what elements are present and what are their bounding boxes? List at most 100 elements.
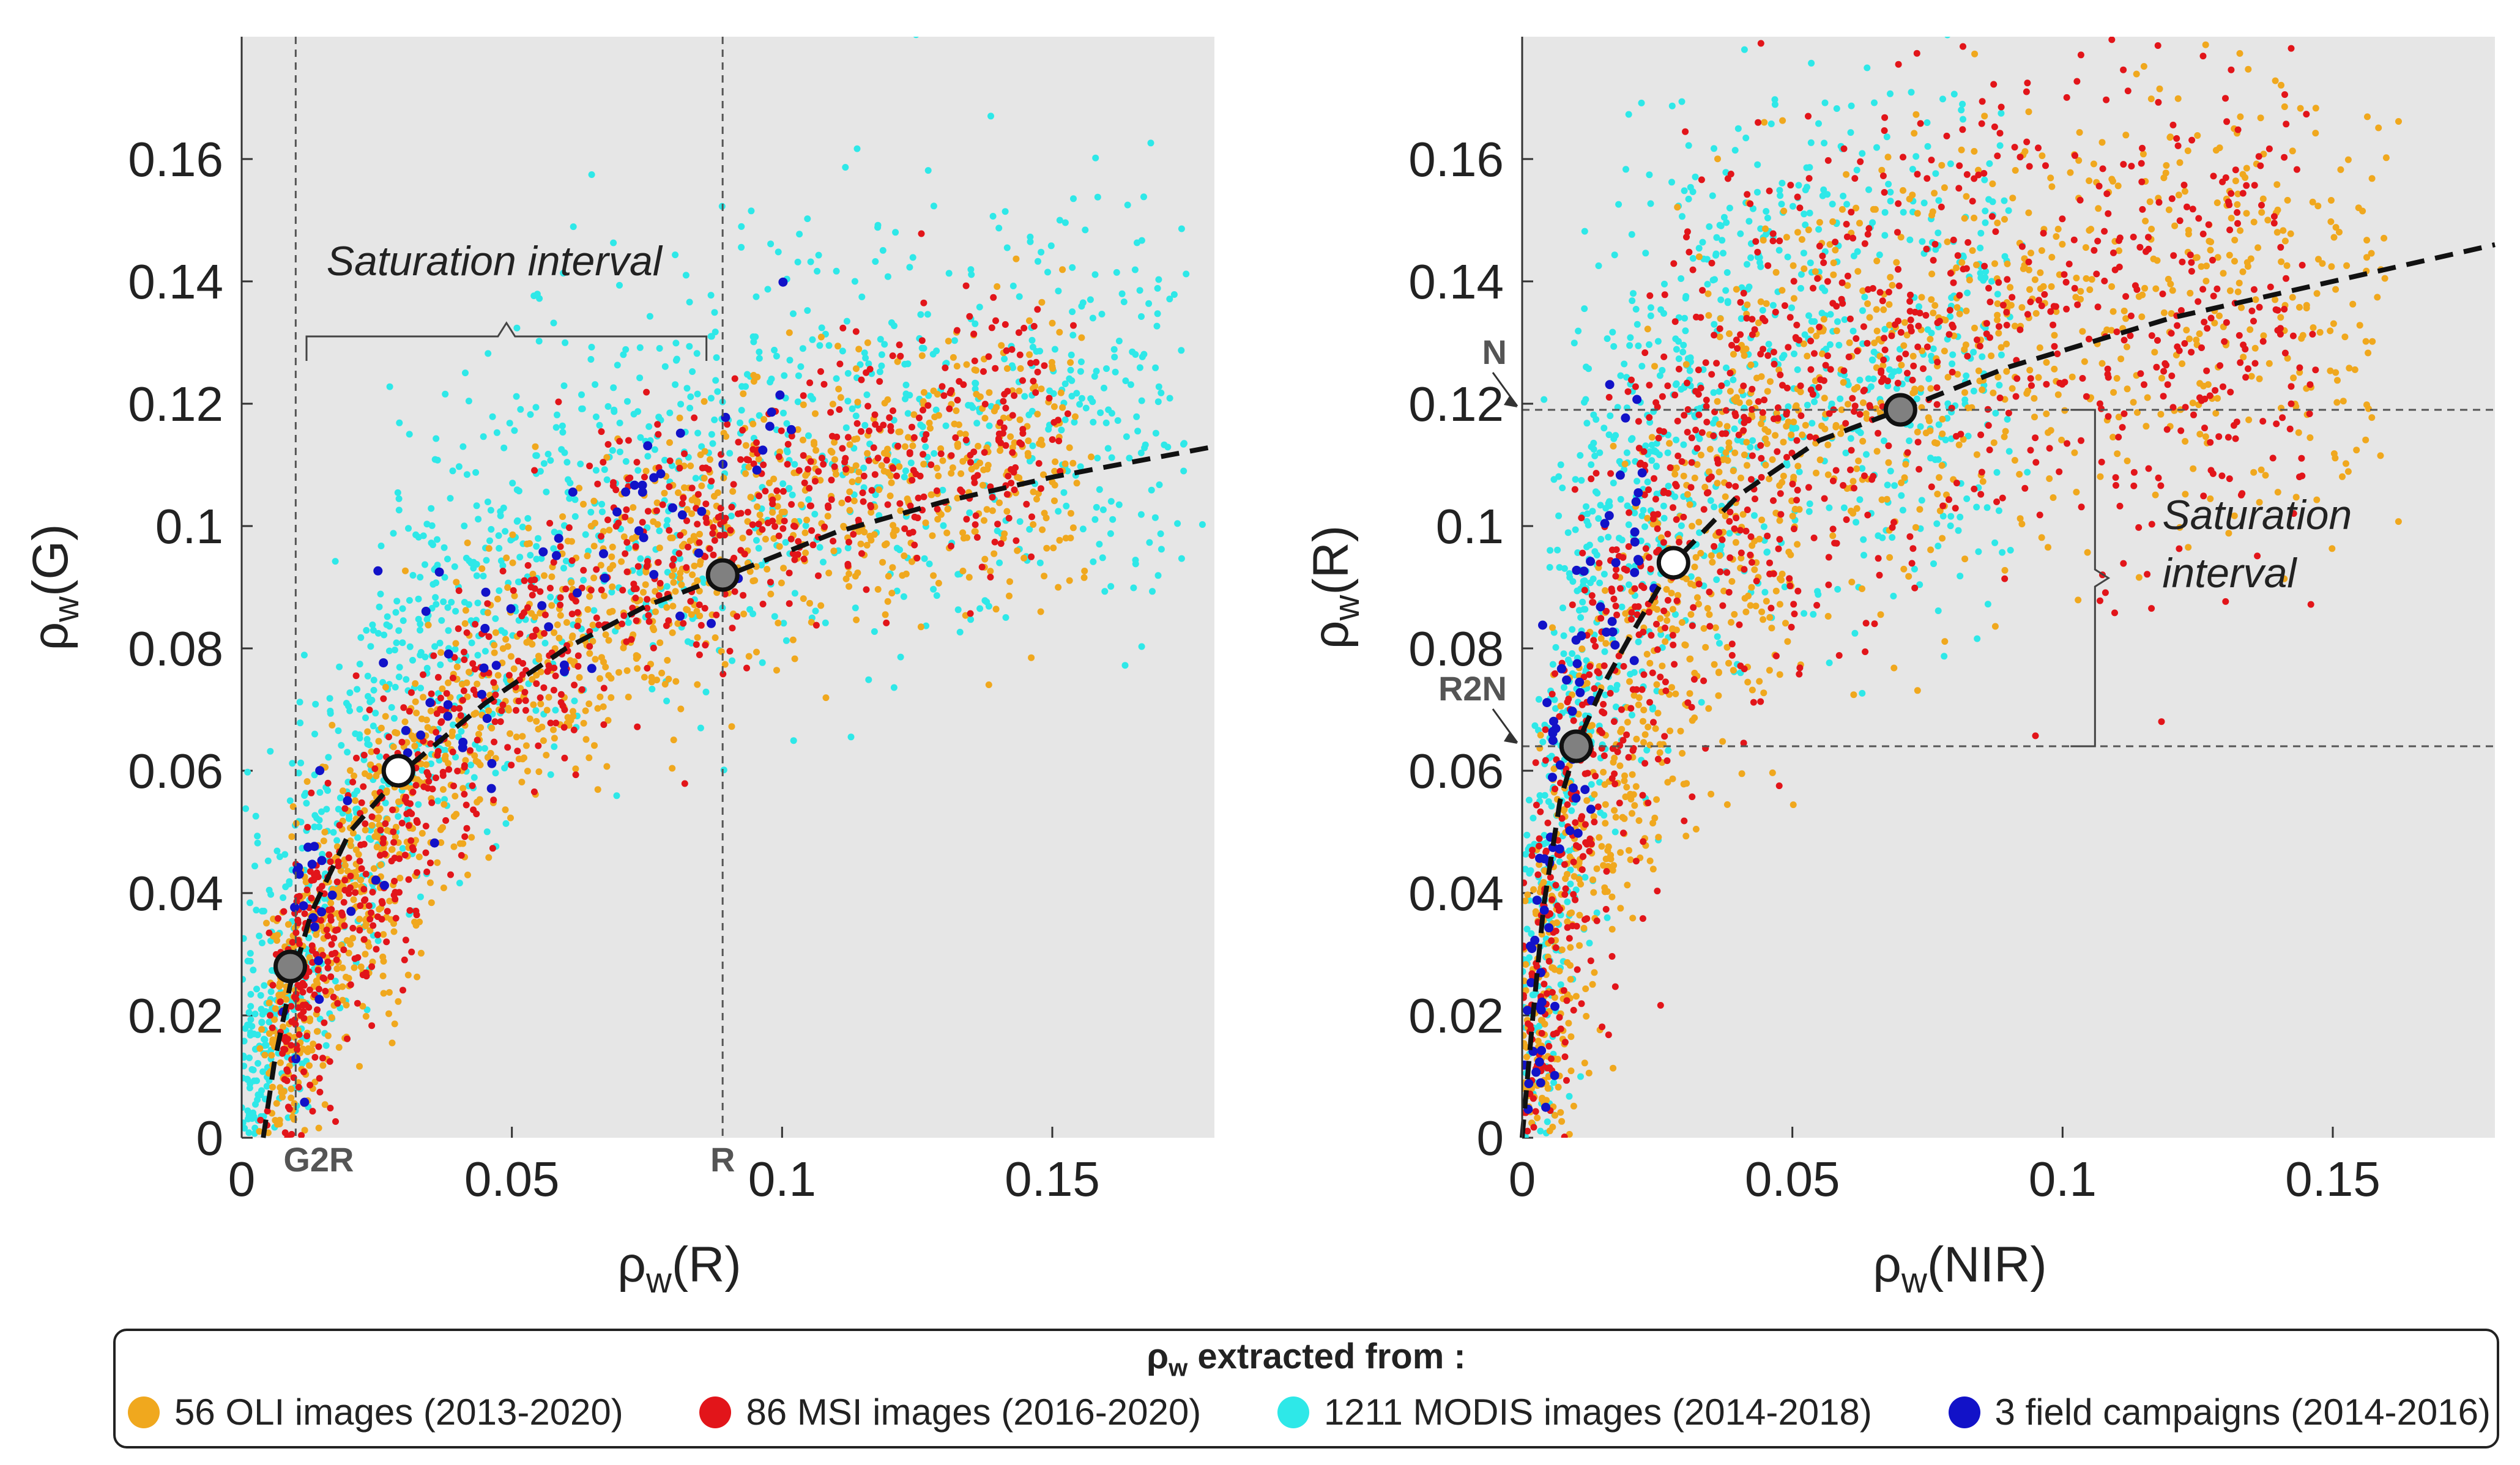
point-oli [770, 535, 778, 542]
point-msi [572, 771, 579, 779]
point-msi [890, 407, 896, 414]
point-modis [1138, 643, 1145, 650]
point-oli [1031, 382, 1039, 390]
point-modis [297, 719, 304, 727]
point-msi [407, 837, 415, 844]
point-oli [335, 1044, 343, 1051]
point-modis [1001, 355, 1008, 363]
point-modis [809, 336, 816, 343]
point-modis [1835, 341, 1843, 349]
point-oli [526, 715, 533, 722]
point-msi [769, 517, 776, 525]
point-modis [1589, 508, 1596, 515]
point-modis [780, 409, 787, 417]
point-oli [2141, 284, 2149, 292]
point-modis [985, 603, 992, 610]
point-oli [571, 658, 578, 666]
point-modis [485, 350, 492, 357]
point-modis [1597, 536, 1605, 543]
point-modis [1947, 522, 1954, 530]
point-modis [1680, 341, 1687, 349]
point-oli [920, 389, 927, 396]
point-msi [609, 482, 617, 489]
point-modis [596, 421, 603, 429]
point-oli [950, 354, 957, 361]
point-oli [600, 658, 607, 666]
point-oli [1766, 475, 1773, 483]
point-oli [345, 974, 352, 982]
point-modis [1564, 656, 1572, 664]
point-modis [1678, 522, 1685, 529]
point-msi [681, 780, 688, 787]
point-msi [622, 513, 629, 521]
point-modis [1008, 362, 1016, 369]
point-oli [931, 414, 938, 421]
point-msi [562, 585, 570, 593]
point-oli [1917, 385, 1925, 392]
point-oli [656, 639, 664, 647]
point-msi [401, 851, 409, 859]
point-modis [1801, 210, 1808, 218]
point-msi [680, 620, 687, 627]
point-msi [368, 963, 376, 970]
point-modis [1156, 481, 1163, 488]
point-msi [316, 1075, 323, 1082]
point-modis [506, 420, 513, 427]
point-modis [247, 1016, 255, 1023]
point-modis [1811, 398, 1818, 406]
point-modis [1595, 515, 1602, 522]
point-modis [1595, 262, 1602, 269]
point-modis [756, 412, 763, 419]
point-modis [579, 405, 586, 412]
point-modis [1523, 925, 1531, 933]
point-modis [1578, 477, 1585, 484]
point-modis [1647, 312, 1654, 319]
point-modis [1079, 525, 1087, 533]
point-oli [386, 897, 393, 905]
point-modis [1152, 429, 1159, 437]
point-msi [352, 672, 360, 680]
point-oli [864, 339, 871, 346]
point-msi [994, 521, 1002, 528]
point-msi [634, 563, 642, 570]
point-msi [1028, 553, 1035, 560]
point-msi [362, 820, 369, 828]
point-msi [455, 587, 463, 595]
point-modis [789, 491, 796, 499]
point-modis [1947, 513, 1955, 520]
point-oli [1057, 389, 1065, 396]
point-modis [1583, 517, 1591, 525]
point-oli [694, 577, 701, 584]
point-msi [1018, 440, 1025, 448]
point-oli [829, 401, 836, 408]
point-oli [396, 875, 404, 881]
point-modis [1944, 37, 1950, 39]
point-oli [1757, 298, 1764, 305]
point-oli [745, 464, 753, 471]
point-modis [1110, 346, 1118, 353]
point-modis [1155, 276, 1162, 283]
point-oli [878, 462, 885, 469]
point-msi [354, 954, 362, 961]
point-msi [914, 514, 921, 522]
point-modis [370, 722, 377, 730]
point-modis [816, 544, 823, 551]
point-oli [882, 611, 889, 618]
point-modis [1092, 154, 1099, 161]
point-modis [814, 267, 821, 275]
point-oli [764, 566, 771, 573]
point-oli [356, 916, 363, 923]
point-oli [689, 571, 696, 579]
point-modis [1982, 207, 1989, 215]
point-msi [760, 461, 767, 469]
point-modis [1646, 171, 1653, 179]
point-modis [1869, 357, 1876, 364]
point-oli [981, 555, 989, 563]
point-msi [580, 566, 587, 574]
point-modis [1582, 606, 1589, 613]
point-modis [942, 422, 950, 429]
point-modis [906, 264, 913, 271]
point-oli [288, 833, 295, 840]
point-modis [1026, 458, 1033, 465]
point-oli [307, 1015, 313, 1023]
